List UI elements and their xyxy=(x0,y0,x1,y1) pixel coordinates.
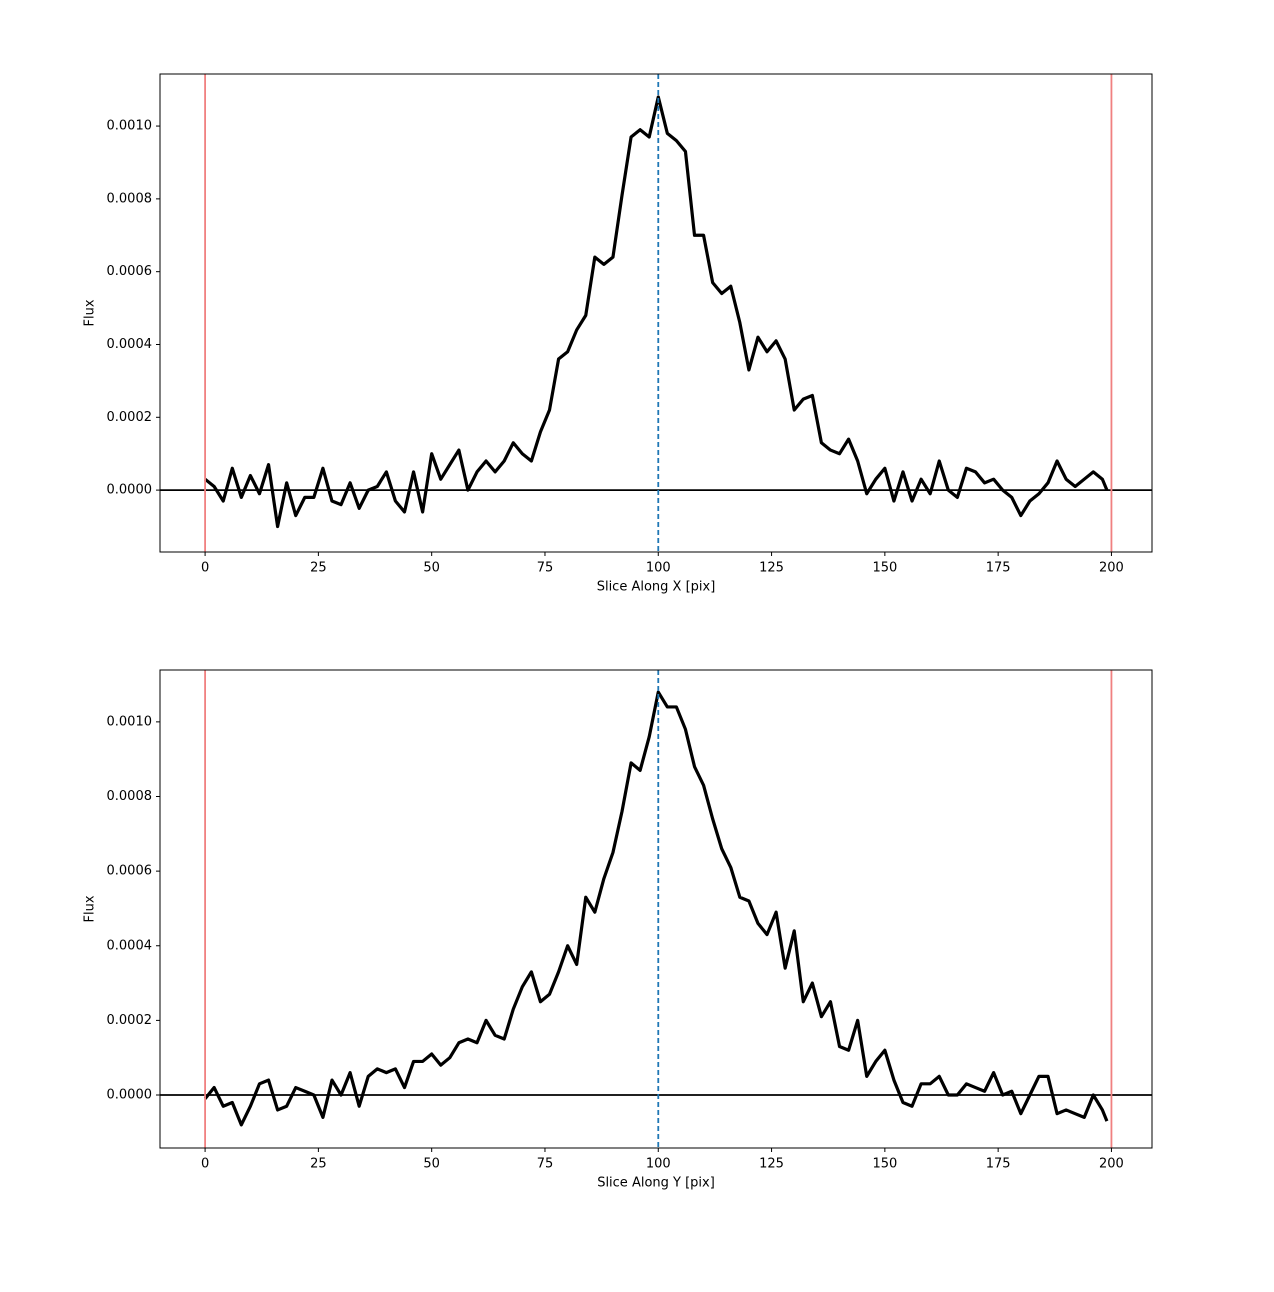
x-tick-label: 50 xyxy=(423,561,440,576)
data-line xyxy=(203,690,1109,1127)
x-tick-label: 100 xyxy=(646,561,671,576)
axes-frame xyxy=(159,73,1153,553)
x-tick-label: 0 xyxy=(201,1157,209,1172)
x-tick-label: 175 xyxy=(986,561,1011,576)
x-tick-label: 75 xyxy=(537,561,554,576)
x-tick-label: 25 xyxy=(310,1157,327,1172)
y-tick-label: 0.0008 xyxy=(107,191,153,206)
y-axis-label: Flux xyxy=(83,895,98,922)
x-tick-label: 100 xyxy=(646,1157,671,1172)
x-axis-label: Slice Along X [pix] xyxy=(597,580,716,595)
data-line xyxy=(204,95,1109,529)
plot-area xyxy=(160,74,1152,552)
plot-area xyxy=(160,670,1152,1148)
y-tick-label: 0.0010 xyxy=(107,119,153,134)
y-tick-label: 0.0004 xyxy=(107,938,153,953)
y-tick-label: 0.0006 xyxy=(107,264,153,279)
x-tick-label: 25 xyxy=(310,561,327,576)
x-tick-label: 150 xyxy=(872,1157,897,1172)
x-tick-label: 200 xyxy=(1099,1157,1124,1172)
y-tick-label: 0.0004 xyxy=(107,337,153,352)
x-tick-label: 75 xyxy=(537,1157,554,1172)
x-tick-label: 0 xyxy=(201,561,209,576)
axes-frame xyxy=(159,669,1153,1149)
y-tick-label: 0.0002 xyxy=(107,1013,153,1028)
x-tick-label: 50 xyxy=(423,1157,440,1172)
y-tick-label: 0.0000 xyxy=(107,1088,153,1103)
x-tick-label: 125 xyxy=(759,561,784,576)
x-tick-label: 150 xyxy=(872,561,897,576)
x-tick-label: 200 xyxy=(1099,561,1124,576)
y-axis-label: Flux xyxy=(83,299,98,326)
y-tick-label: 0.0006 xyxy=(107,864,153,879)
x-axis-label: Slice Along Y [pix] xyxy=(597,1176,715,1191)
y-tick-label: 0.0008 xyxy=(107,789,153,804)
y-tick-label: 0.0002 xyxy=(107,410,153,425)
y-tick-label: 0.0000 xyxy=(107,483,153,498)
y-tick-label: 0.0010 xyxy=(107,714,153,729)
x-tick-label: 175 xyxy=(986,1157,1011,1172)
x-tick-label: 125 xyxy=(759,1157,784,1172)
